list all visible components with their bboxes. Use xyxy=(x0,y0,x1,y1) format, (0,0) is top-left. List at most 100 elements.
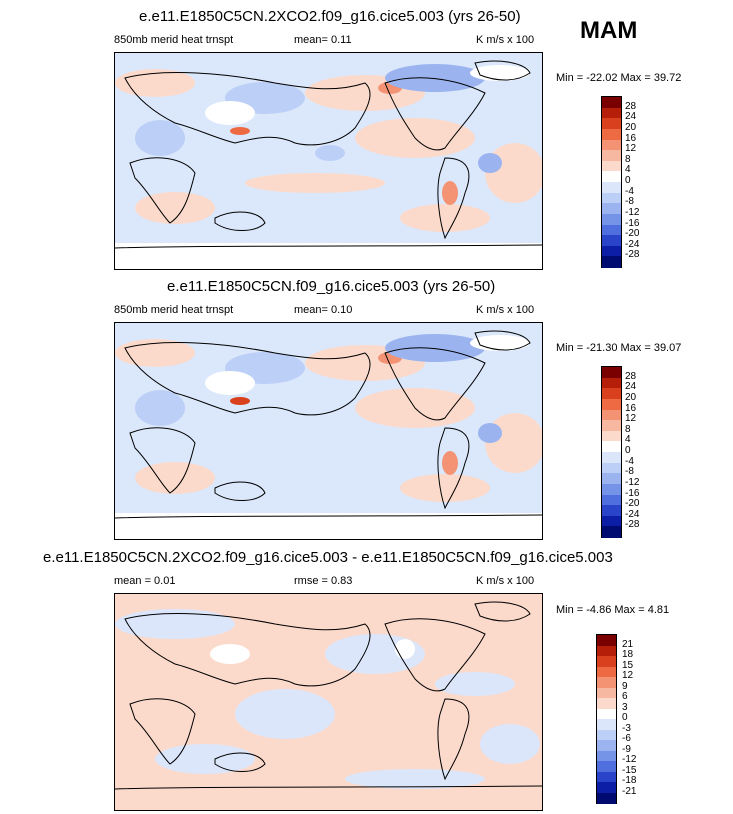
colorbar-tick-label: 12 xyxy=(625,413,637,425)
colorbar-tick-label: 24 xyxy=(625,381,637,393)
colorbar-swatch xyxy=(602,505,621,517)
colorbar-swatch xyxy=(602,171,621,183)
colorbar-swatch xyxy=(602,245,621,257)
panel-2-colorbar xyxy=(601,366,622,538)
colorbar-tick-label: -18 xyxy=(622,775,637,786)
colorbar-tick-label: -24 xyxy=(625,238,640,250)
colorbar-tick-label: -28 xyxy=(625,519,640,531)
colorbar-tick-label: 0 xyxy=(622,712,628,723)
colorbar-swatch xyxy=(602,139,621,151)
colorbar-swatch xyxy=(602,388,621,400)
colorbar-swatch xyxy=(602,192,621,204)
panel-3-minmax: Min = -4.86 Max = 4.81 xyxy=(556,604,670,616)
colorbar-tick-label: -8 xyxy=(625,196,634,208)
colorbar-swatch xyxy=(597,645,616,657)
colorbar-swatch xyxy=(602,160,621,172)
colorbar-tick-label: -8 xyxy=(625,466,634,478)
panel-1-title: e.e11.E1850C5CN.2XCO2.f09_g16.cice5.003 … xyxy=(139,8,521,25)
panel-2-map xyxy=(114,322,543,540)
panel-2-field-label: 850mb merid heat trnspt xyxy=(114,304,234,316)
colorbar-tick-label: 0 xyxy=(625,445,631,456)
panel-2-units: K m/s x 100 xyxy=(476,304,535,316)
colorbar-swatch xyxy=(602,483,621,495)
colorbar-tick-label: -12 xyxy=(625,206,640,218)
panel-2-minmax: Min = -21.30 Max = 39.07 xyxy=(556,342,682,354)
colorbar-swatch xyxy=(597,771,616,783)
colorbar-swatch xyxy=(602,441,621,453)
colorbar-tick-label: 28 xyxy=(625,370,637,382)
colorbar-swatch xyxy=(602,213,621,225)
panel-1-colorbar xyxy=(601,96,622,268)
panel-2-mean: mean= 0.10 xyxy=(294,304,353,316)
colorbar-swatch xyxy=(597,677,616,688)
colorbar-swatch xyxy=(602,367,621,379)
colorbar-swatch xyxy=(602,203,621,215)
colorbar-swatch xyxy=(602,235,621,247)
colorbar-tick-label: 24 xyxy=(625,111,637,123)
colorbar-tick-label: 16 xyxy=(625,132,637,144)
panel-3-title: e.e11.E1850C5CN.2XCO2.f09_g16.cice5.003 … xyxy=(43,549,613,566)
colorbar-swatch xyxy=(597,656,616,667)
panel-1-field-label: 850mb merid heat trnspt xyxy=(114,34,234,46)
colorbar-swatch xyxy=(597,698,616,709)
colorbar-tick-label: -20 xyxy=(625,498,640,510)
season-label: MAM xyxy=(580,17,638,44)
colorbar-swatch xyxy=(602,473,621,485)
colorbar-tick-label: 28 xyxy=(625,100,637,112)
colorbar-tick-label: -4 xyxy=(625,455,634,467)
colorbar-swatch xyxy=(602,128,621,140)
colorbar-tick-label: 12 xyxy=(622,670,634,681)
colorbar-tick-label: 20 xyxy=(625,121,637,133)
colorbar-swatch xyxy=(597,635,616,646)
colorbar-tick-label: 4 xyxy=(625,434,631,446)
colorbar-tick-label: 12 xyxy=(625,143,637,155)
colorbar-swatch xyxy=(597,708,616,720)
colorbar-tick-label: 20 xyxy=(625,391,637,403)
colorbar-tick-label: 4 xyxy=(625,164,631,176)
colorbar-swatch xyxy=(597,666,616,678)
colorbar-swatch xyxy=(602,224,621,236)
colorbar-swatch xyxy=(602,462,621,474)
colorbar-swatch xyxy=(602,494,621,506)
panel-3-colorbar-labels: 21 18 15 12 9 6 3 0 -3 -6 -9 -12 -15 -18 -21 xyxy=(622,634,662,802)
colorbar-tick-label: -6 xyxy=(622,733,631,744)
colorbar-swatch xyxy=(597,687,616,699)
colorbar-swatch xyxy=(602,420,621,432)
colorbar-tick-label: 16 xyxy=(625,402,637,414)
colorbar-tick-label: 18 xyxy=(622,649,634,660)
colorbar-tick-label: -12 xyxy=(625,476,640,488)
panel-3-colorbar xyxy=(596,634,617,804)
colorbar-swatch xyxy=(602,526,621,538)
panel-2-colorbar-labels: 28 24 20 16 12 8 4 0 -4 -8 -12 -16 -20 -24 -28 xyxy=(625,366,665,536)
colorbar-swatch xyxy=(602,150,621,162)
colorbar-swatch xyxy=(597,719,616,730)
panel-3-mean: mean = 0.01 xyxy=(114,575,176,587)
colorbar-swatch xyxy=(602,452,621,464)
colorbar-swatch xyxy=(597,782,616,793)
colorbar-tick-label: 3 xyxy=(622,701,628,713)
colorbar-tick-label: -3 xyxy=(622,722,631,734)
colorbar-tick-label: -21 xyxy=(622,785,637,797)
colorbar-swatch xyxy=(602,377,621,389)
panel-3-units: K m/s x 100 xyxy=(476,575,535,587)
colorbar-swatch xyxy=(597,761,616,772)
colorbar-swatch xyxy=(602,182,621,194)
colorbar-tick-label: -20 xyxy=(625,228,640,240)
panel-1-units: K m/s x 100 xyxy=(476,34,535,46)
colorbar-tick-label: -12 xyxy=(622,754,637,765)
colorbar-tick-label: -28 xyxy=(625,249,640,261)
colorbar-tick-label: 0 xyxy=(625,175,631,186)
colorbar-tick-label: 15 xyxy=(622,659,634,671)
panel-1-minmax: Min = -22.02 Max = 39.72 xyxy=(556,72,682,84)
colorbar-swatch xyxy=(602,97,621,109)
colorbar-tick-label: 8 xyxy=(625,423,631,435)
colorbar-swatch xyxy=(597,750,616,762)
colorbar-tick-label: 8 xyxy=(625,153,631,165)
panel-1-map xyxy=(114,52,543,270)
panel-2-title: e.e11.E1850C5CN.f09_g16.cice5.003 (yrs 2… xyxy=(167,278,496,295)
panel-1-colorbar-labels: 28 24 20 16 12 8 4 0 -4 -8 -12 -16 -20 -24 -28 xyxy=(625,96,665,266)
colorbar-swatch xyxy=(597,729,616,741)
colorbar-tick-label: 6 xyxy=(622,691,628,702)
colorbar-swatch xyxy=(602,107,621,119)
colorbar-swatch xyxy=(602,515,621,527)
